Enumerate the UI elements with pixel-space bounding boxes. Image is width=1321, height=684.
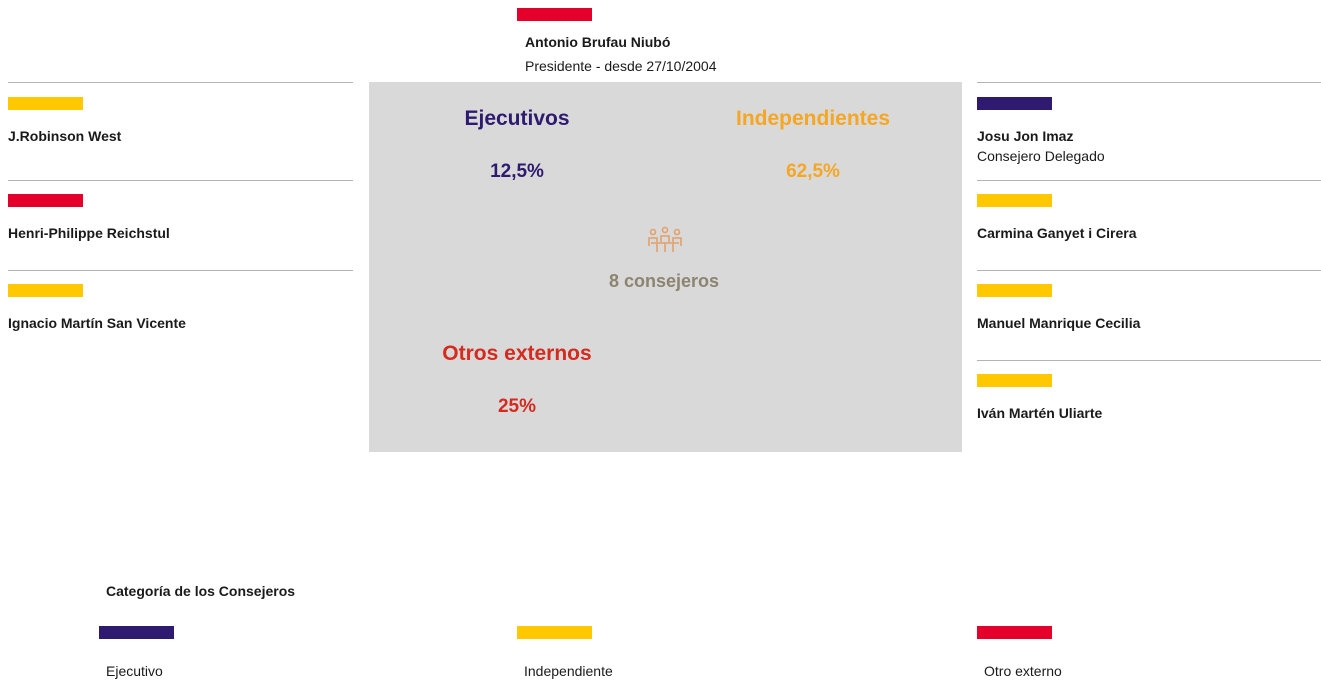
member-role: Consejero Delegado xyxy=(977,148,1105,164)
category-bar xyxy=(977,97,1052,110)
category-share: 25% xyxy=(497,396,537,417)
divider xyxy=(8,82,353,83)
category-label: Ejecutivos xyxy=(464,107,570,130)
member-name: Iván Martén Uliarte xyxy=(977,405,1103,421)
member-role: Presidente - desde 27/10/2004 xyxy=(525,58,717,74)
divider xyxy=(977,180,1321,181)
member-name: Manuel Manrique Cecilia xyxy=(977,315,1141,331)
legend-swatch xyxy=(977,626,1052,639)
category-label: Otros externos xyxy=(442,342,592,365)
legend-swatch xyxy=(517,626,592,639)
category-label: Independientes xyxy=(735,107,891,130)
category-bar xyxy=(8,194,83,207)
legend-label: Otro externo xyxy=(984,663,1062,679)
divider xyxy=(8,180,353,181)
member-name: Henri-Philippe Reichstul xyxy=(8,225,170,241)
divider xyxy=(977,270,1321,271)
legend-label: Independiente xyxy=(524,663,613,679)
legend-title: Categoría de los Consejeros xyxy=(106,583,296,599)
legend-swatch xyxy=(99,626,174,639)
summary-panel xyxy=(369,82,962,452)
member-name: Antonio Brufau Niubó xyxy=(525,34,671,50)
category-share: 12,5% xyxy=(490,161,544,182)
member-name: J.Robinson West xyxy=(8,128,122,144)
member-name: Carmina Ganyet i Cirera xyxy=(977,225,1137,241)
total-count: 8 consejeros xyxy=(608,271,720,291)
category-bar xyxy=(517,8,592,21)
divider xyxy=(977,360,1321,361)
member-name: Josu Jon Imaz xyxy=(977,128,1074,144)
category-bar xyxy=(8,284,83,297)
divider xyxy=(977,82,1321,83)
category-bar xyxy=(977,284,1052,297)
member-name: Ignacio Martín San Vicente xyxy=(8,315,186,331)
meeting-icon xyxy=(648,226,682,252)
category-bar xyxy=(977,374,1052,387)
divider xyxy=(8,270,353,271)
category-share: 62,5% xyxy=(786,161,840,182)
category-bar xyxy=(977,194,1052,207)
category-bar xyxy=(8,97,83,110)
legend-label: Ejecutivo xyxy=(106,663,163,679)
